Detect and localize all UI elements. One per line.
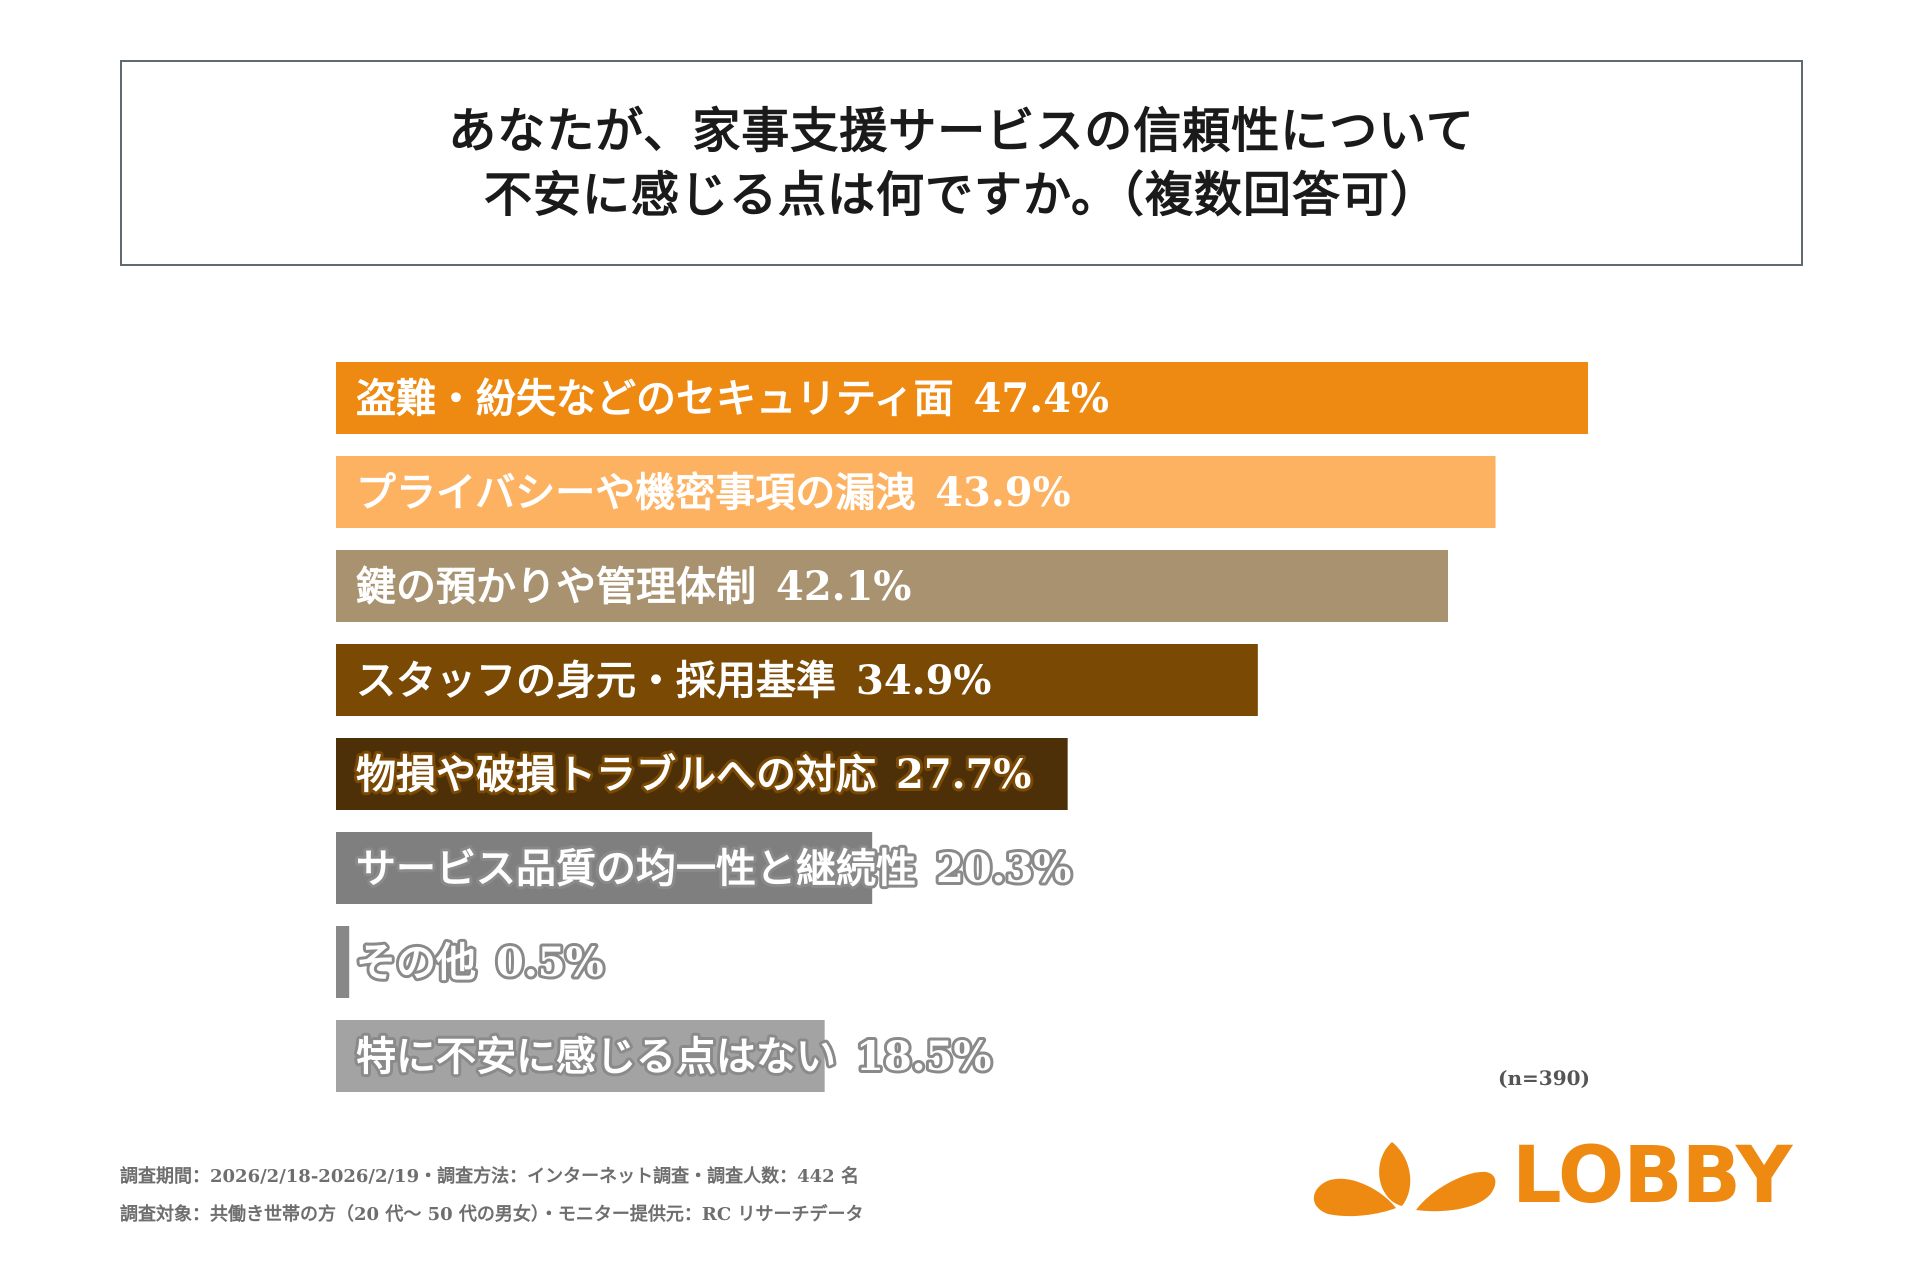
bar-label-7: その他 0.5% <box>356 939 604 986</box>
bar-label-6: サービス品質の均一性と継続性 20.3% <box>356 845 1071 892</box>
bar-8 <box>336 1020 825 1092</box>
bar-7 <box>336 926 350 998</box>
bar-label-1: 盗難・紛失などのセキュリティ面 47.4% <box>356 375 1109 422</box>
bar-4 <box>336 644 1258 716</box>
question-title-box: あなたが、家事支援サービスの信頼性について 不安に感じる点は何ですか。（複数回答… <box>120 60 1803 266</box>
bar-label-8: 特に不安に感じる点はない 18.5% <box>356 1033 991 1080</box>
footnote-survey-target: 調査対象：共働き世帯の方（20 代〜 50 代の男女）・モニター提供元：RC リ… <box>120 1204 864 1225</box>
bar-2 <box>336 456 1496 528</box>
question-title-line-1: あなたが、家事支援サービスの信頼性について <box>448 103 1475 159</box>
question-title-line-2: 不安に感じる点は何ですか。（複数回答可） <box>483 167 1440 223</box>
bar-6 <box>336 832 873 904</box>
lobby-logo-text: LOBBY <box>1512 1131 1792 1221</box>
bar-label-3: 鍵の預かりや管理体制 42.1% <box>356 563 911 610</box>
bar-3 <box>336 550 1449 622</box>
lobby-logo: LOBBY <box>1300 1122 1810 1232</box>
bar-label-5: 物損や破損トラブルへの対応 27.7% <box>356 751 1031 798</box>
bar-5 <box>336 738 1068 810</box>
leaf-mark-icon <box>1313 1142 1496 1217</box>
bar-1 <box>336 362 1588 434</box>
sample-size-label: (n=390) <box>1498 1066 1590 1090</box>
bar-label-4: スタッフの身元・採用基準 34.9% <box>356 657 991 704</box>
bar-label-2: プライバシーや機密事項の漏洩 43.9% <box>356 469 1071 516</box>
footnote-survey-period: 調査期間：2026/2/18-2026/2/19・調査方法：インターネット調査・… <box>120 1166 859 1187</box>
